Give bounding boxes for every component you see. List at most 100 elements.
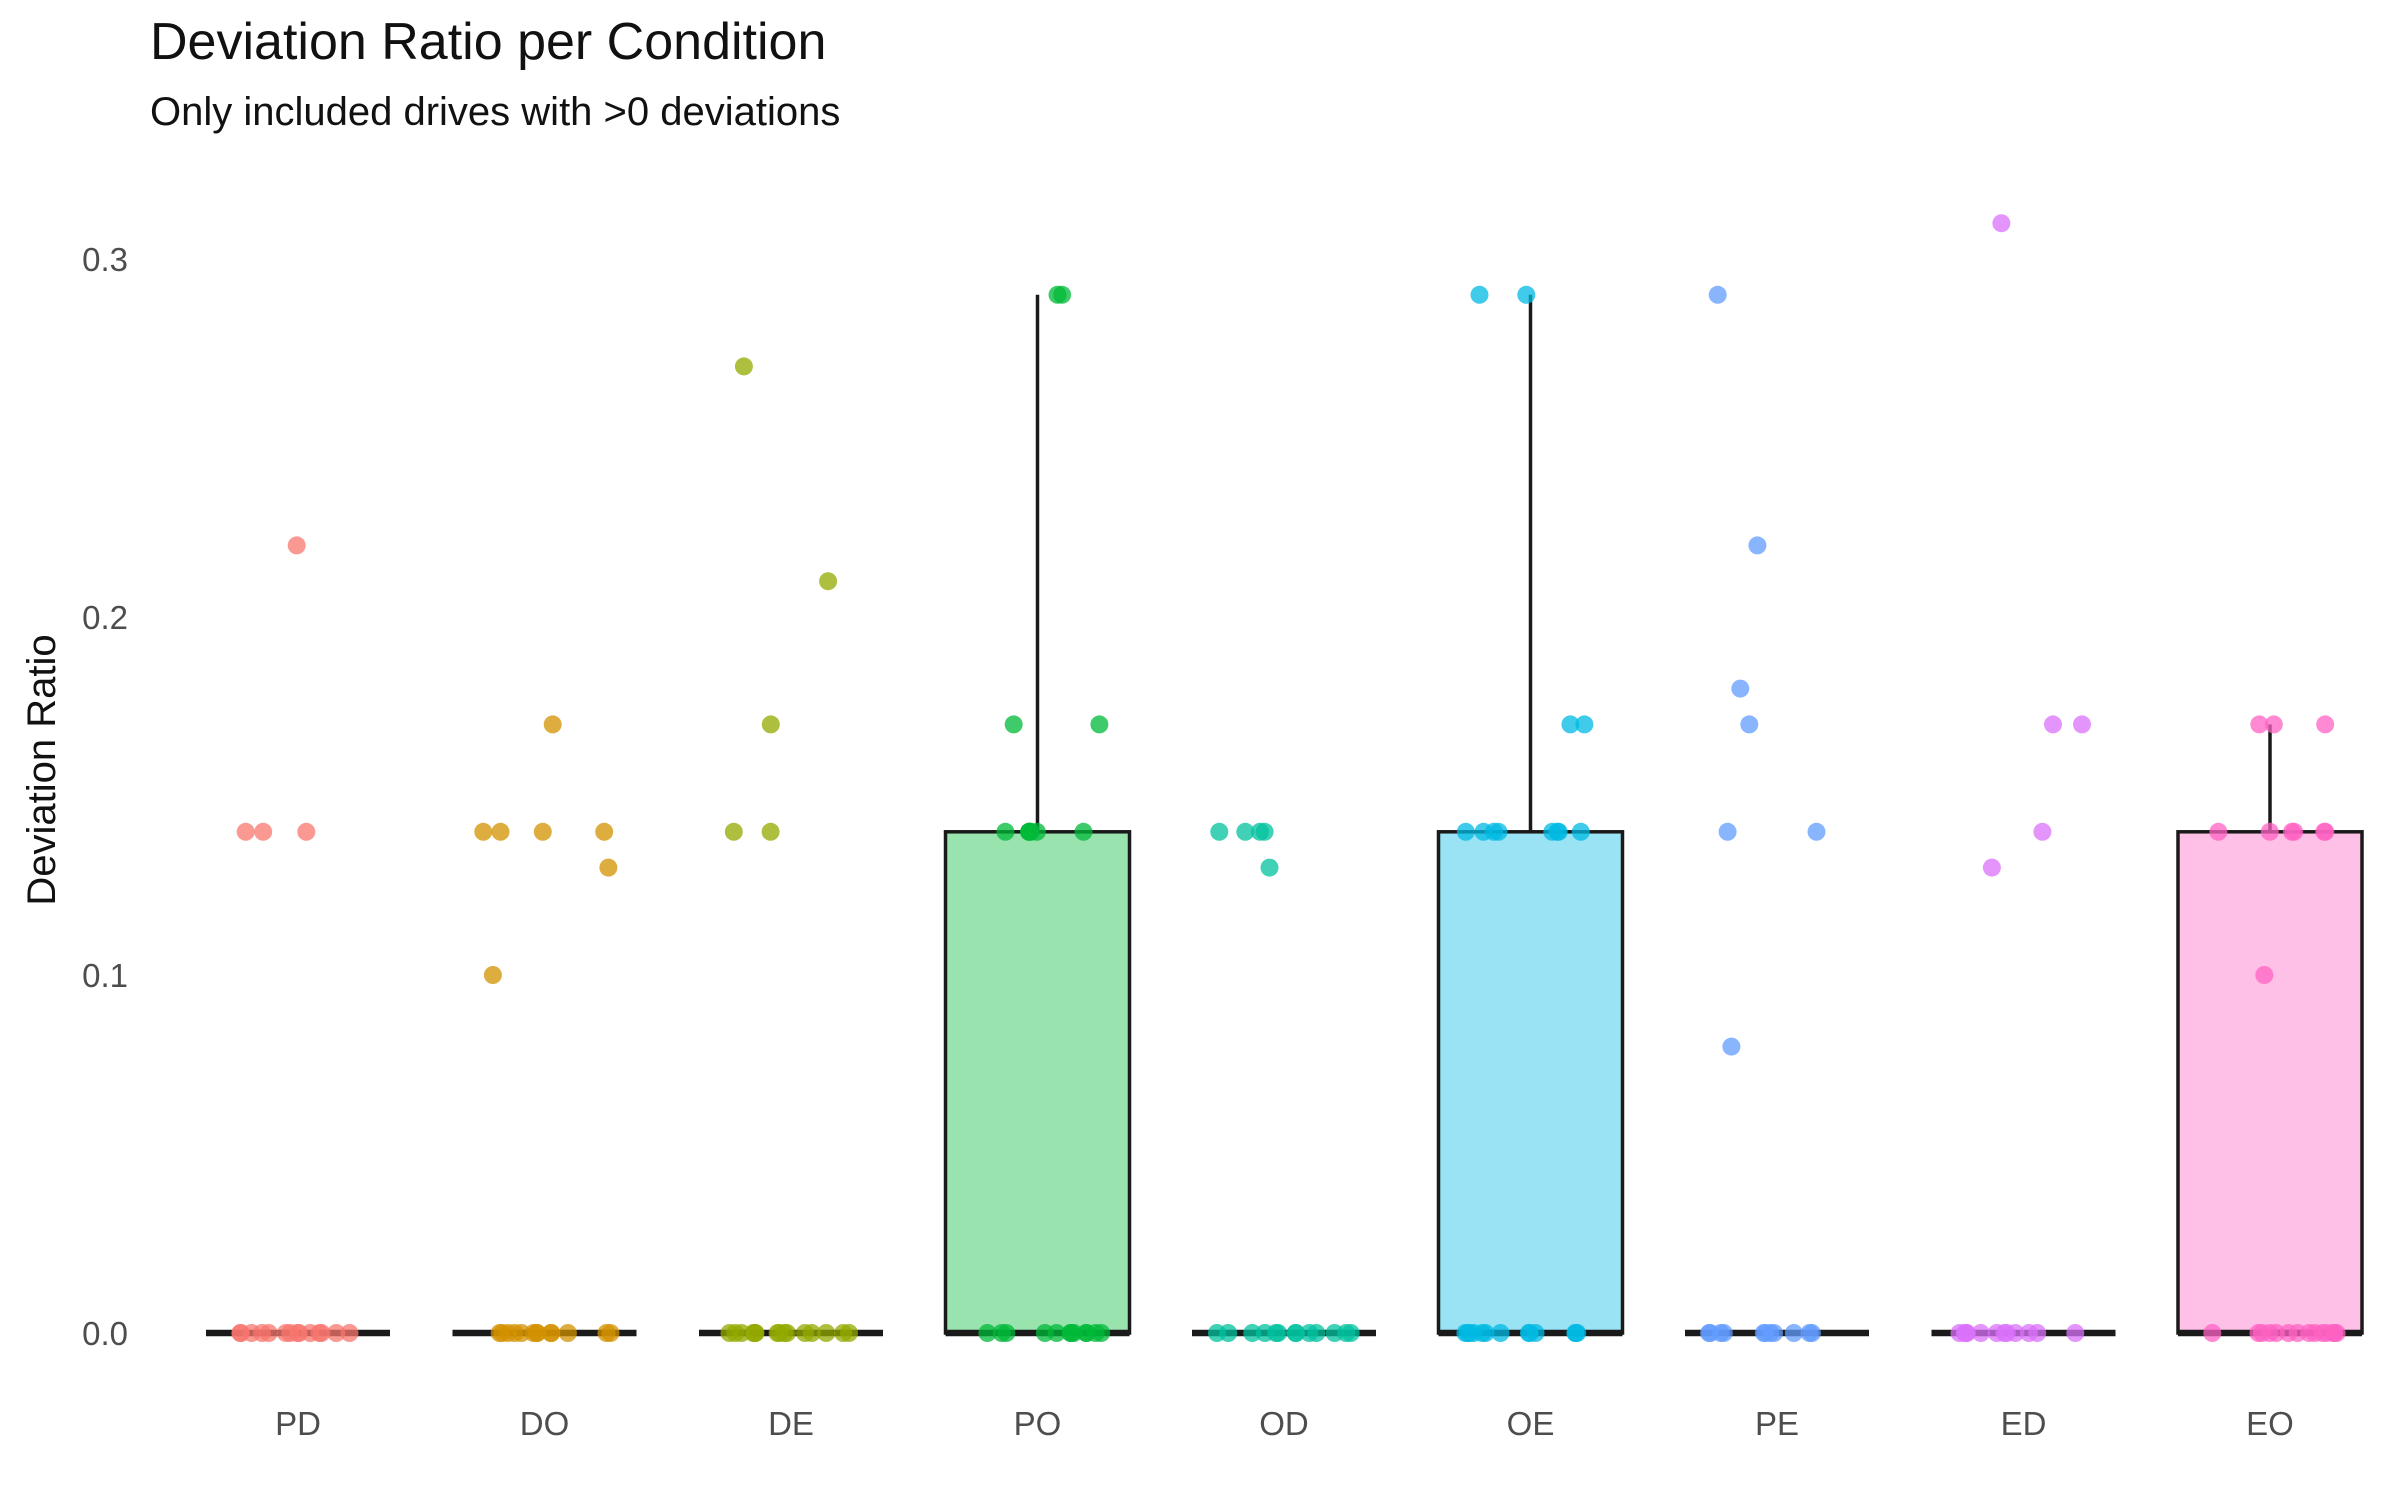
data-point-de: [724, 822, 743, 841]
x-tick-label: ED: [2001, 1405, 2047, 1442]
data-point-pe: [1708, 285, 1727, 304]
data-point-do: [483, 966, 502, 984]
data-point-eo: [2305, 1324, 2324, 1342]
data-point-pe: [1701, 1324, 1720, 1342]
data-point-ed: [1997, 1324, 2016, 1342]
x-axis-ticks: PD DO DE PO OD OE PE ED EO: [275, 1405, 2294, 1442]
data-point-pe: [1722, 1037, 1741, 1056]
x-tick-label: PE: [1755, 1405, 1799, 1442]
data-point-po: [1090, 715, 1109, 734]
data-point-ed: [2044, 715, 2062, 734]
data-point-pe: [1800, 1324, 1819, 1342]
data-point-eo: [2250, 715, 2269, 734]
x-tick-label: OD: [1259, 1405, 1309, 1442]
x-tick-label: OE: [1507, 1405, 1555, 1442]
data-point-od: [1307, 1324, 1326, 1342]
box-body: [943, 830, 1132, 1335]
y-axis-ticks: 0.0 0.1 0.2 0.3: [82, 241, 128, 1352]
data-point-po: [1004, 715, 1023, 734]
data-point-od: [1219, 1324, 1238, 1342]
x-tick-label: PO: [1014, 1405, 1062, 1442]
jitter-points: [231, 214, 2346, 1342]
x-tick-label: DO: [520, 1405, 570, 1442]
data-point-eo: [2316, 822, 2335, 841]
data-point-oe: [1571, 822, 1590, 841]
data-point-pd: [254, 822, 273, 841]
data-point-od: [1325, 1324, 1344, 1342]
data-point-od: [1255, 822, 1274, 841]
data-point-pd: [236, 822, 255, 841]
data-point-oe: [1484, 822, 1503, 841]
data-point-eo: [2279, 1324, 2298, 1342]
data-point-po: [1062, 1324, 1081, 1342]
data-point-oe: [1575, 715, 1594, 734]
data-point-de: [770, 1324, 789, 1342]
data-point-do: [595, 822, 614, 841]
data-point-do: [543, 715, 562, 734]
data-point-ed: [2066, 1324, 2085, 1342]
data-point-oe: [1470, 285, 1489, 304]
data-point-eo: [2209, 822, 2228, 841]
data-point-eo: [2203, 1324, 2222, 1342]
data-point-do: [499, 1324, 518, 1342]
box-body: [2176, 830, 2364, 1335]
data-point-pd: [242, 1324, 261, 1342]
data-point-eo: [2285, 822, 2304, 841]
data-point-de: [819, 572, 838, 591]
data-point-ed: [1971, 1324, 1990, 1342]
boxes: [206, 294, 2364, 1337]
data-point-eo: [2260, 822, 2279, 841]
data-point-pe: [1714, 1324, 1733, 1342]
data-point-do: [599, 858, 618, 877]
data-point-ed: [2019, 1324, 2038, 1342]
data-point-od: [1269, 1324, 1288, 1342]
data-point-po: [1035, 1324, 1054, 1342]
data-point-de: [817, 1324, 836, 1342]
data-point-de: [744, 1324, 763, 1342]
data-point-po: [997, 1324, 1016, 1342]
data-point-od: [1286, 1324, 1305, 1342]
data-point-po: [996, 822, 1015, 841]
data-point-eo: [2316, 715, 2335, 734]
data-point-ed: [2033, 822, 2052, 841]
data-point-oe: [1473, 1324, 1492, 1342]
data-point-do: [533, 822, 552, 841]
data-point-pd: [340, 1324, 359, 1342]
data-point-oe: [1561, 715, 1580, 734]
data-point-eo: [2325, 1324, 2344, 1342]
data-point-pe: [1748, 536, 1767, 555]
data-point-po: [1048, 285, 1067, 304]
data-point-pd: [312, 1324, 331, 1342]
x-tick-label: DE: [768, 1405, 814, 1442]
data-point-eo: [2255, 966, 2274, 984]
data-point-oe: [1519, 1324, 1538, 1342]
data-point-od: [1243, 1324, 1262, 1342]
data-point-ed: [2073, 715, 2091, 734]
box-body: [1436, 830, 1625, 1335]
data-point-ed: [1992, 214, 2011, 233]
y-tick-label: 0.2: [82, 599, 128, 636]
data-point-eo: [2264, 715, 2283, 734]
data-point-pd: [288, 1324, 307, 1342]
data-point-do: [491, 822, 510, 841]
data-point-po: [1020, 822, 1039, 841]
data-point-po: [978, 1324, 997, 1342]
data-point-od: [1260, 858, 1279, 877]
data-point-oe: [1456, 822, 1475, 841]
data-point-pe: [1740, 715, 1759, 734]
data-point-de: [761, 715, 780, 734]
data-point-de: [834, 1324, 853, 1342]
data-point-do: [528, 1324, 547, 1342]
data-point-pe: [1807, 822, 1826, 841]
data-point-do: [474, 822, 493, 841]
data-point-pe: [1784, 1324, 1803, 1342]
data-point-oe: [1517, 285, 1536, 304]
data-point-pd: [297, 822, 316, 841]
data-point-pd: [327, 1324, 346, 1342]
y-axis-label: Deviation Ratio: [20, 634, 64, 905]
data-point-pe: [1761, 1324, 1780, 1342]
data-point-od: [1341, 1324, 1360, 1342]
data-point-de: [761, 822, 780, 841]
data-point-do: [558, 1324, 577, 1342]
data-point-pe: [1718, 822, 1737, 841]
